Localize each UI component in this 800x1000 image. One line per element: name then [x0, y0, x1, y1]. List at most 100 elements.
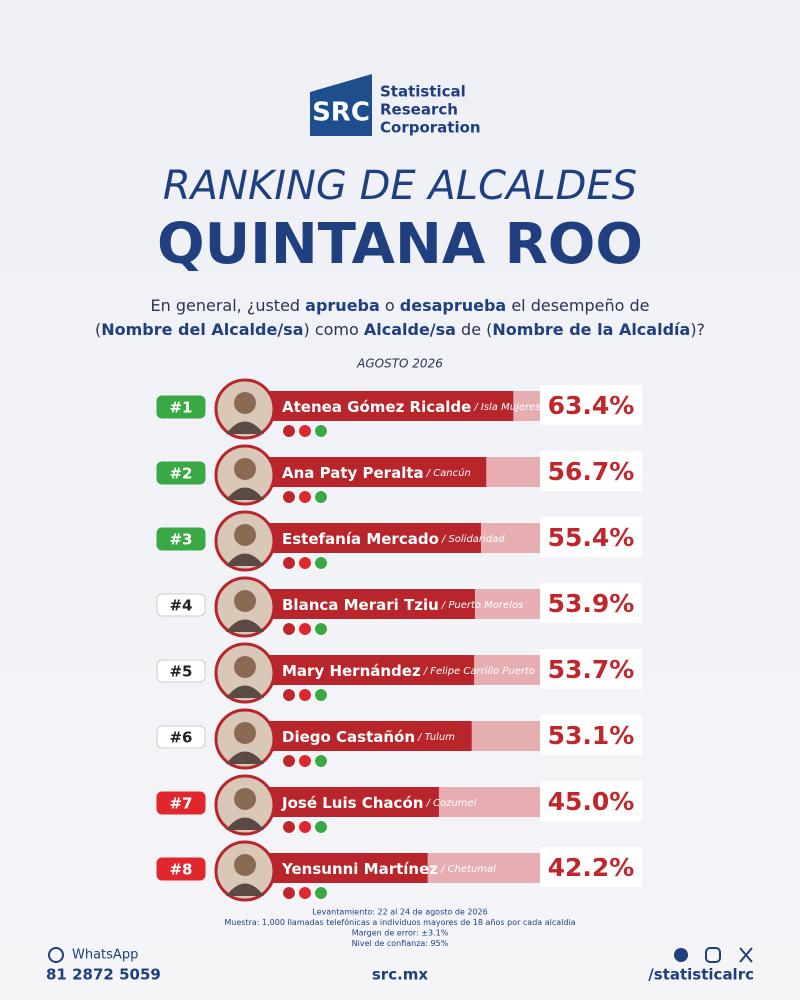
x-icon[interactable] — [739, 947, 753, 963]
photo-body — [226, 421, 264, 434]
logo: SRC Statistical Research Corporation — [310, 74, 481, 137]
candidate-place: / Cozumel — [425, 798, 476, 809]
value-label: 55.4% — [548, 523, 635, 552]
candidate-place: / Puerto Morelos — [441, 600, 524, 611]
photo-head — [234, 722, 256, 744]
question-segment: de ( — [456, 320, 492, 339]
logo-shape — [310, 74, 372, 136]
photo-body — [226, 817, 264, 830]
question-segment: )? — [690, 320, 705, 339]
candidate-name: Ana Paty Peralta — [282, 464, 424, 482]
photo-body — [226, 883, 264, 896]
date: AGOSTO 2026 — [356, 357, 443, 371]
candidate: Mary Hernández / Felipe Carrillo Puerto — [282, 662, 535, 680]
party-logo — [282, 886, 296, 900]
party-logo — [314, 754, 328, 768]
value-box — [540, 583, 642, 623]
rank: #3 — [169, 531, 192, 549]
notes: Levantamiento: 22 al 24 de agosto de 202… — [224, 908, 575, 949]
company-name: Research — [380, 101, 458, 119]
party-logo — [314, 820, 328, 834]
party-logo — [314, 622, 328, 636]
value-box — [540, 385, 642, 425]
bar — [265, 721, 472, 751]
value-box — [540, 649, 642, 689]
value-label: 56.7% — [548, 457, 635, 486]
photo-head — [234, 458, 256, 480]
candidate-place: / Felipe Carrillo Puerto — [423, 666, 535, 677]
rank-badge — [156, 857, 206, 881]
rank: #1 — [169, 399, 192, 417]
value-label: 63.4% — [548, 391, 635, 420]
value-box — [540, 715, 642, 755]
photo-body — [226, 685, 264, 698]
party-logo — [298, 820, 312, 834]
bar — [265, 523, 481, 553]
site[interactable]: src.mx — [372, 966, 429, 984]
question-segment: el desempeño de — [506, 296, 649, 315]
photo-body — [226, 751, 264, 764]
social[interactable]: /statisticalrc — [648, 966, 754, 984]
rank: #6 — [169, 729, 192, 747]
rank-badge — [156, 659, 206, 683]
party-logo — [282, 820, 296, 834]
value-box — [540, 451, 642, 491]
question-line: En general, ¿usted aprueba o desaprueba … — [151, 296, 650, 315]
photo-head — [234, 854, 256, 876]
candidate-place: / Chetumal — [440, 864, 496, 875]
note: Nivel de confianza: 95% — [352, 939, 449, 948]
value-label: 53.1% — [548, 721, 635, 750]
question-segment: ( — [95, 320, 101, 339]
value-label: 42.2% — [548, 853, 635, 882]
rank: #5 — [169, 663, 192, 681]
candidate: José Luis Chacón / Cozumel — [281, 794, 477, 812]
rank: #4 — [169, 597, 192, 615]
question-segment: Alcalde/sa — [364, 320, 456, 339]
party-logo — [282, 754, 296, 768]
bar — [265, 457, 487, 487]
candidate-place: / Solidaridad — [441, 534, 505, 545]
title: RANKING DE ALCALDES — [163, 163, 637, 209]
photo-head — [234, 656, 256, 678]
candidate-name: Atenea Gómez Ricalde — [282, 398, 471, 416]
value-label: 53.7% — [548, 655, 635, 684]
candidate: Blanca Merari Tziu / Puerto Morelos — [282, 596, 523, 614]
photo-body — [226, 553, 264, 566]
party-logo — [282, 424, 296, 438]
bar — [265, 655, 475, 685]
company-name: Statistical — [380, 83, 466, 101]
value-label: 45.0% — [548, 787, 635, 816]
rank-badge — [156, 791, 206, 815]
bar — [265, 787, 439, 817]
note: Levantamiento: 22 al 24 de agosto de 202… — [312, 908, 487, 917]
phone: 81 2872 5059 — [46, 966, 161, 984]
rank-badge — [156, 725, 206, 749]
party-logo — [282, 622, 296, 636]
question-segment: En general, ¿usted — [151, 296, 306, 315]
state: QUINTANA ROO — [157, 212, 643, 277]
candidate-name: Yensunni Martínez — [281, 860, 438, 878]
party-logo — [298, 424, 312, 438]
bar — [265, 391, 514, 421]
candidate-place: / Isla Mujeres — [473, 402, 540, 413]
party-logo — [314, 886, 328, 900]
party-logo — [298, 754, 312, 768]
photo-head — [234, 788, 256, 810]
question-segment: Nombre de la Alcaldía — [492, 320, 690, 339]
facebook-icon[interactable] — [674, 948, 688, 962]
company-name: Corporation — [380, 119, 481, 137]
candidate-place: / Cancún — [426, 467, 471, 479]
party-logo — [298, 490, 312, 504]
candidate-name: José Luis Chacón — [281, 794, 423, 812]
question-line: (Nombre del Alcalde/sa) como Alcalde/sa … — [95, 320, 705, 339]
candidate-name: Estefanía Mercado — [282, 530, 439, 548]
note: Muestra: 1,000 llamadas telefónicas a in… — [224, 917, 575, 927]
question-segment: Nombre del Alcalde/sa — [101, 320, 303, 339]
candidate-name: Blanca Merari Tziu — [282, 596, 439, 614]
value-box — [540, 781, 642, 821]
party-logo — [282, 556, 296, 570]
instagram-icon[interactable] — [705, 947, 721, 963]
value-box — [540, 847, 642, 887]
rank: #8 — [169, 861, 192, 879]
